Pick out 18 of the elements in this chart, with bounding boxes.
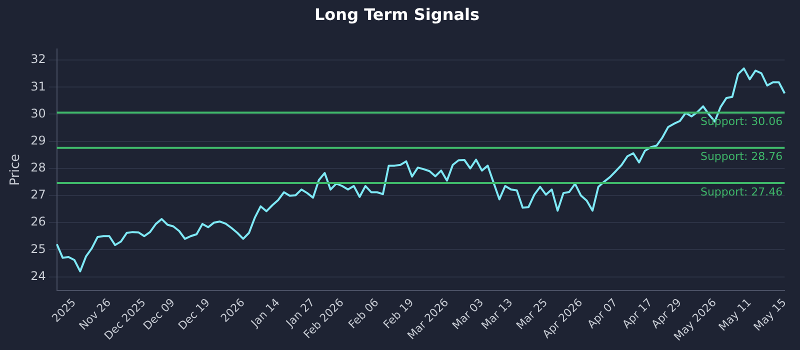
x-tick-label: Jan 14 [248,296,282,330]
x-tick-label: Dec 19 [176,296,212,333]
y-tick-label: 30 [30,106,46,120]
y-tick-label: 29 [30,133,46,148]
y-axis-title: Price [8,154,24,186]
ref-line-label: Support: 28.76 [700,150,783,164]
chart-title: Long Term Signals [314,4,480,24]
y-tick-label: 24 [30,268,46,283]
y-tick-label: 31 [30,79,46,94]
x-tick-label: Apr 07 [584,296,620,331]
y-tick-label: 28 [30,160,46,175]
ref-line-label: Support: 27.46 [700,185,783,198]
y-tick-label: 26 [30,214,46,229]
y-tick-label: 32 [30,52,46,66]
x-tick-label: Feb 06 [346,296,382,332]
y-tick-label: 27 [30,188,46,202]
ref-line-label: Support: 30.06 [700,114,783,128]
y-tick-label: 25 [30,242,46,256]
